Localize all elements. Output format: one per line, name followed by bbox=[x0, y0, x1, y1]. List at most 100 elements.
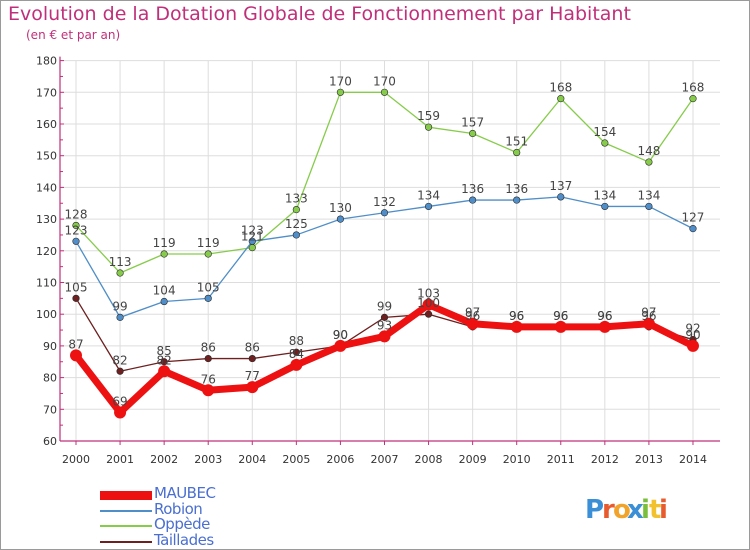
y-tick-label: 60 bbox=[43, 435, 57, 448]
y-tick-label: 110 bbox=[36, 277, 57, 290]
data-label-oppde: 168 bbox=[549, 81, 572, 95]
data-point-robion bbox=[557, 193, 565, 201]
data-label-robion: 134 bbox=[417, 188, 440, 202]
data-point-maubec bbox=[70, 349, 82, 362]
data-label-robion: 104 bbox=[153, 284, 176, 298]
data-label-taillades: 96 bbox=[641, 309, 656, 323]
data-point-oppde bbox=[336, 88, 345, 96]
x-tick-label: 2007 bbox=[370, 453, 398, 466]
data-point-robion bbox=[160, 297, 168, 306]
data-label-taillades: 96 bbox=[597, 309, 612, 323]
data-label-oppde: 119 bbox=[153, 236, 176, 250]
legend-label-oppede: Oppède bbox=[154, 515, 210, 533]
data-point-taillades bbox=[380, 313, 389, 321]
x-tick-label: 2009 bbox=[459, 453, 487, 466]
y-tick-label: 100 bbox=[36, 308, 57, 321]
x-tick-label: 2011 bbox=[547, 453, 575, 466]
data-label-maubec: 82 bbox=[156, 353, 171, 367]
data-point-oppde bbox=[424, 123, 433, 131]
data-point-taillades bbox=[204, 354, 212, 363]
data-label-maubec: 87 bbox=[68, 337, 83, 351]
data-label-maubec: 96 bbox=[597, 309, 612, 323]
data-point-oppde bbox=[513, 148, 521, 157]
data-label-taillades: 90 bbox=[333, 328, 348, 342]
data-label-oppde: 148 bbox=[637, 144, 660, 158]
data-label-maubec: 96 bbox=[553, 309, 568, 323]
data-label-maubec: 96 bbox=[509, 309, 524, 323]
data-point-robion bbox=[645, 202, 653, 211]
data-label-oppde: 170 bbox=[329, 74, 352, 88]
data-label-robion: 130 bbox=[329, 201, 352, 215]
logo-letter: x bbox=[627, 495, 644, 525]
data-point-robion bbox=[513, 196, 521, 204]
data-label-oppde: 151 bbox=[505, 135, 528, 149]
data-label-taillades: 88 bbox=[289, 334, 304, 348]
data-label-taillades: 82 bbox=[112, 353, 127, 367]
x-tick-label: 2008 bbox=[415, 453, 443, 466]
data-point-oppde bbox=[601, 139, 609, 147]
data-point-maubec bbox=[422, 298, 435, 311]
data-point-oppde bbox=[557, 95, 565, 103]
data-point-oppde bbox=[292, 205, 300, 214]
data-label-taillades: 96 bbox=[509, 309, 524, 323]
y-tick-label: 170 bbox=[36, 86, 57, 99]
data-point-oppde bbox=[160, 250, 168, 258]
data-label-robion: 136 bbox=[461, 182, 484, 196]
legend-swatch-oppede bbox=[100, 525, 152, 527]
data-point-robion bbox=[204, 294, 212, 302]
data-label-oppde: 113 bbox=[109, 255, 132, 269]
data-point-robion bbox=[689, 225, 697, 233]
data-point-robion bbox=[248, 237, 256, 245]
data-label-maubec: 77 bbox=[245, 369, 260, 383]
y-tick-label: 70 bbox=[43, 403, 57, 416]
x-tick-label: 2002 bbox=[150, 453, 178, 466]
data-point-oppde bbox=[469, 129, 477, 138]
legend-label-taillades: Taillades bbox=[154, 531, 214, 549]
data-point-taillades bbox=[424, 310, 433, 318]
y-tick-label: 160 bbox=[36, 118, 57, 131]
data-label-robion: 137 bbox=[549, 179, 572, 193]
data-point-maubec bbox=[202, 384, 215, 397]
data-label-oppde: 121 bbox=[241, 230, 264, 244]
data-label-taillades: 85 bbox=[156, 344, 171, 358]
data-label-robion: 123 bbox=[241, 223, 264, 237]
data-point-taillades bbox=[160, 358, 168, 366]
logo-letter: i bbox=[641, 495, 650, 525]
data-label-maubec: 103 bbox=[417, 287, 440, 301]
data-label-robion: 123 bbox=[65, 223, 88, 237]
logo-letter: i bbox=[659, 495, 668, 525]
data-point-oppde bbox=[380, 88, 389, 96]
data-point-taillades bbox=[116, 367, 124, 375]
legend-swatch-maubec bbox=[100, 490, 152, 500]
x-tick-label: 2004 bbox=[238, 453, 266, 466]
data-point-maubec bbox=[158, 365, 171, 378]
x-tick-label: 2006 bbox=[326, 453, 354, 466]
data-label-taillades: 105 bbox=[65, 280, 88, 294]
x-tick-label: 2013 bbox=[635, 453, 663, 466]
x-tick-label: 2014 bbox=[679, 453, 707, 466]
y-tick-label: 150 bbox=[36, 150, 57, 163]
logo-letter: r bbox=[602, 495, 615, 525]
data-label-oppde: 168 bbox=[682, 81, 705, 95]
data-label-robion: 134 bbox=[637, 188, 660, 202]
data-point-oppde bbox=[116, 269, 124, 277]
data-label-robion: 127 bbox=[682, 211, 705, 225]
x-tick-label: 2003 bbox=[194, 453, 222, 466]
data-point-taillades bbox=[248, 354, 256, 363]
data-point-robion bbox=[292, 231, 300, 239]
data-point-maubec bbox=[114, 406, 127, 419]
x-tick-label: 2012 bbox=[591, 453, 619, 466]
data-label-maubec: 90 bbox=[685, 328, 700, 342]
data-point-taillades bbox=[72, 294, 80, 302]
data-point-maubec bbox=[378, 330, 391, 343]
data-label-maubec: 97 bbox=[465, 306, 480, 320]
data-label-maubec: 76 bbox=[201, 372, 216, 386]
data-point-oppde bbox=[645, 158, 653, 166]
data-label-maubec: 93 bbox=[377, 318, 392, 332]
data-point-robion bbox=[424, 202, 433, 211]
chart-title: Evolution de la Dotation Globale de Fonc… bbox=[8, 3, 631, 25]
y-tick-label: 130 bbox=[36, 213, 57, 226]
data-point-robion bbox=[72, 237, 80, 245]
